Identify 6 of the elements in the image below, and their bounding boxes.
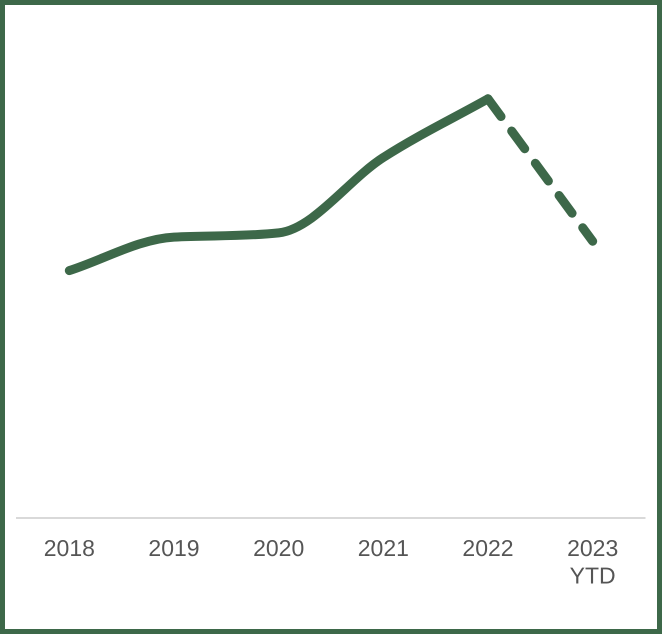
x-tick-label: 2020 [253,534,304,561]
x-tick-label: 2022 [462,534,514,561]
x-tick-label: 2019 [148,534,200,561]
x-tick-label: 2018 [44,534,95,561]
x-tick-label: 2021 [358,534,409,561]
x-tick-label: 2023 YTD [567,534,618,589]
